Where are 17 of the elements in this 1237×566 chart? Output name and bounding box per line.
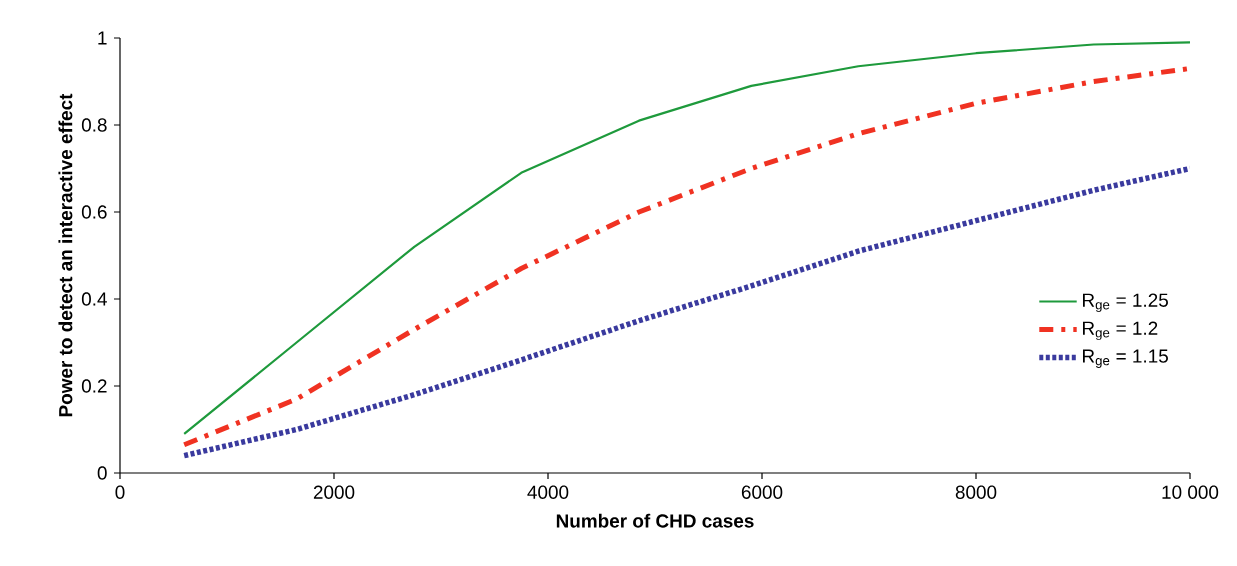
legend-label: R$_{ge}$ = 1.25	[1083, 293, 1168, 313]
y-tick-label: 0.4	[81, 292, 107, 306]
y-tick-label: 0.6	[81, 205, 107, 219]
y-axis-title: Power to detect an interactive effect	[58, 93, 73, 417]
y-tick-label: 0.8	[81, 118, 107, 132]
x-tick-label: 6000	[741, 485, 783, 499]
x-tick-label: 8000	[955, 485, 997, 499]
y-tick-label: 0.2	[81, 379, 107, 393]
x-tick-label: 0	[115, 485, 125, 499]
x-tick-label: 4000	[527, 485, 569, 499]
legend-label: R$_{ge}$ = 1.15	[1083, 349, 1168, 368]
y-tick-label: 1	[98, 31, 107, 45]
x-axis-title: Number of CHD cases	[556, 513, 754, 528]
x-tick-label: 2000	[313, 485, 355, 499]
y-tick-label: 0	[97, 466, 107, 480]
x-tick-label: 10 000	[1162, 485, 1219, 499]
legend-label: R$_{ge}$ = 1.2	[1083, 321, 1158, 341]
